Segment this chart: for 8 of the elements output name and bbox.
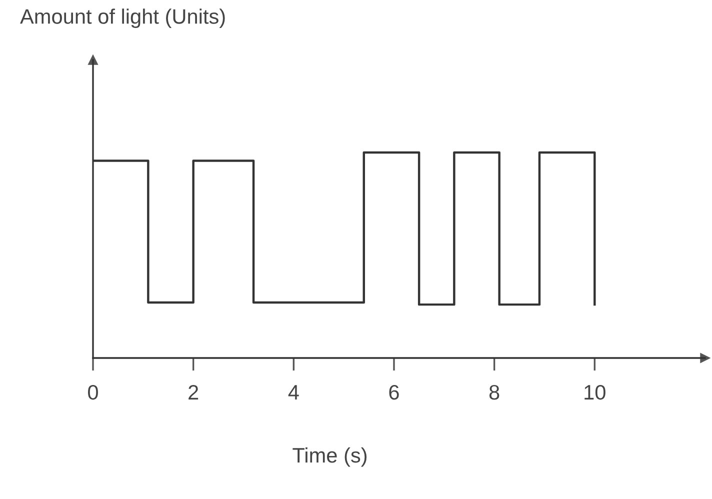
x-tick-label: 6 [389, 384, 399, 400]
text: Amount of light (Units) [20, 8, 225, 28]
x-tick-label: 10 [584, 384, 606, 400]
x-axis-title: Time (s) [292, 447, 367, 467]
x-tick-label: 2 [188, 384, 198, 400]
x-tick-label: 0 [88, 384, 98, 400]
x-tick-label: 4 [288, 385, 299, 400]
x-tick-label: 8 [489, 384, 500, 400]
